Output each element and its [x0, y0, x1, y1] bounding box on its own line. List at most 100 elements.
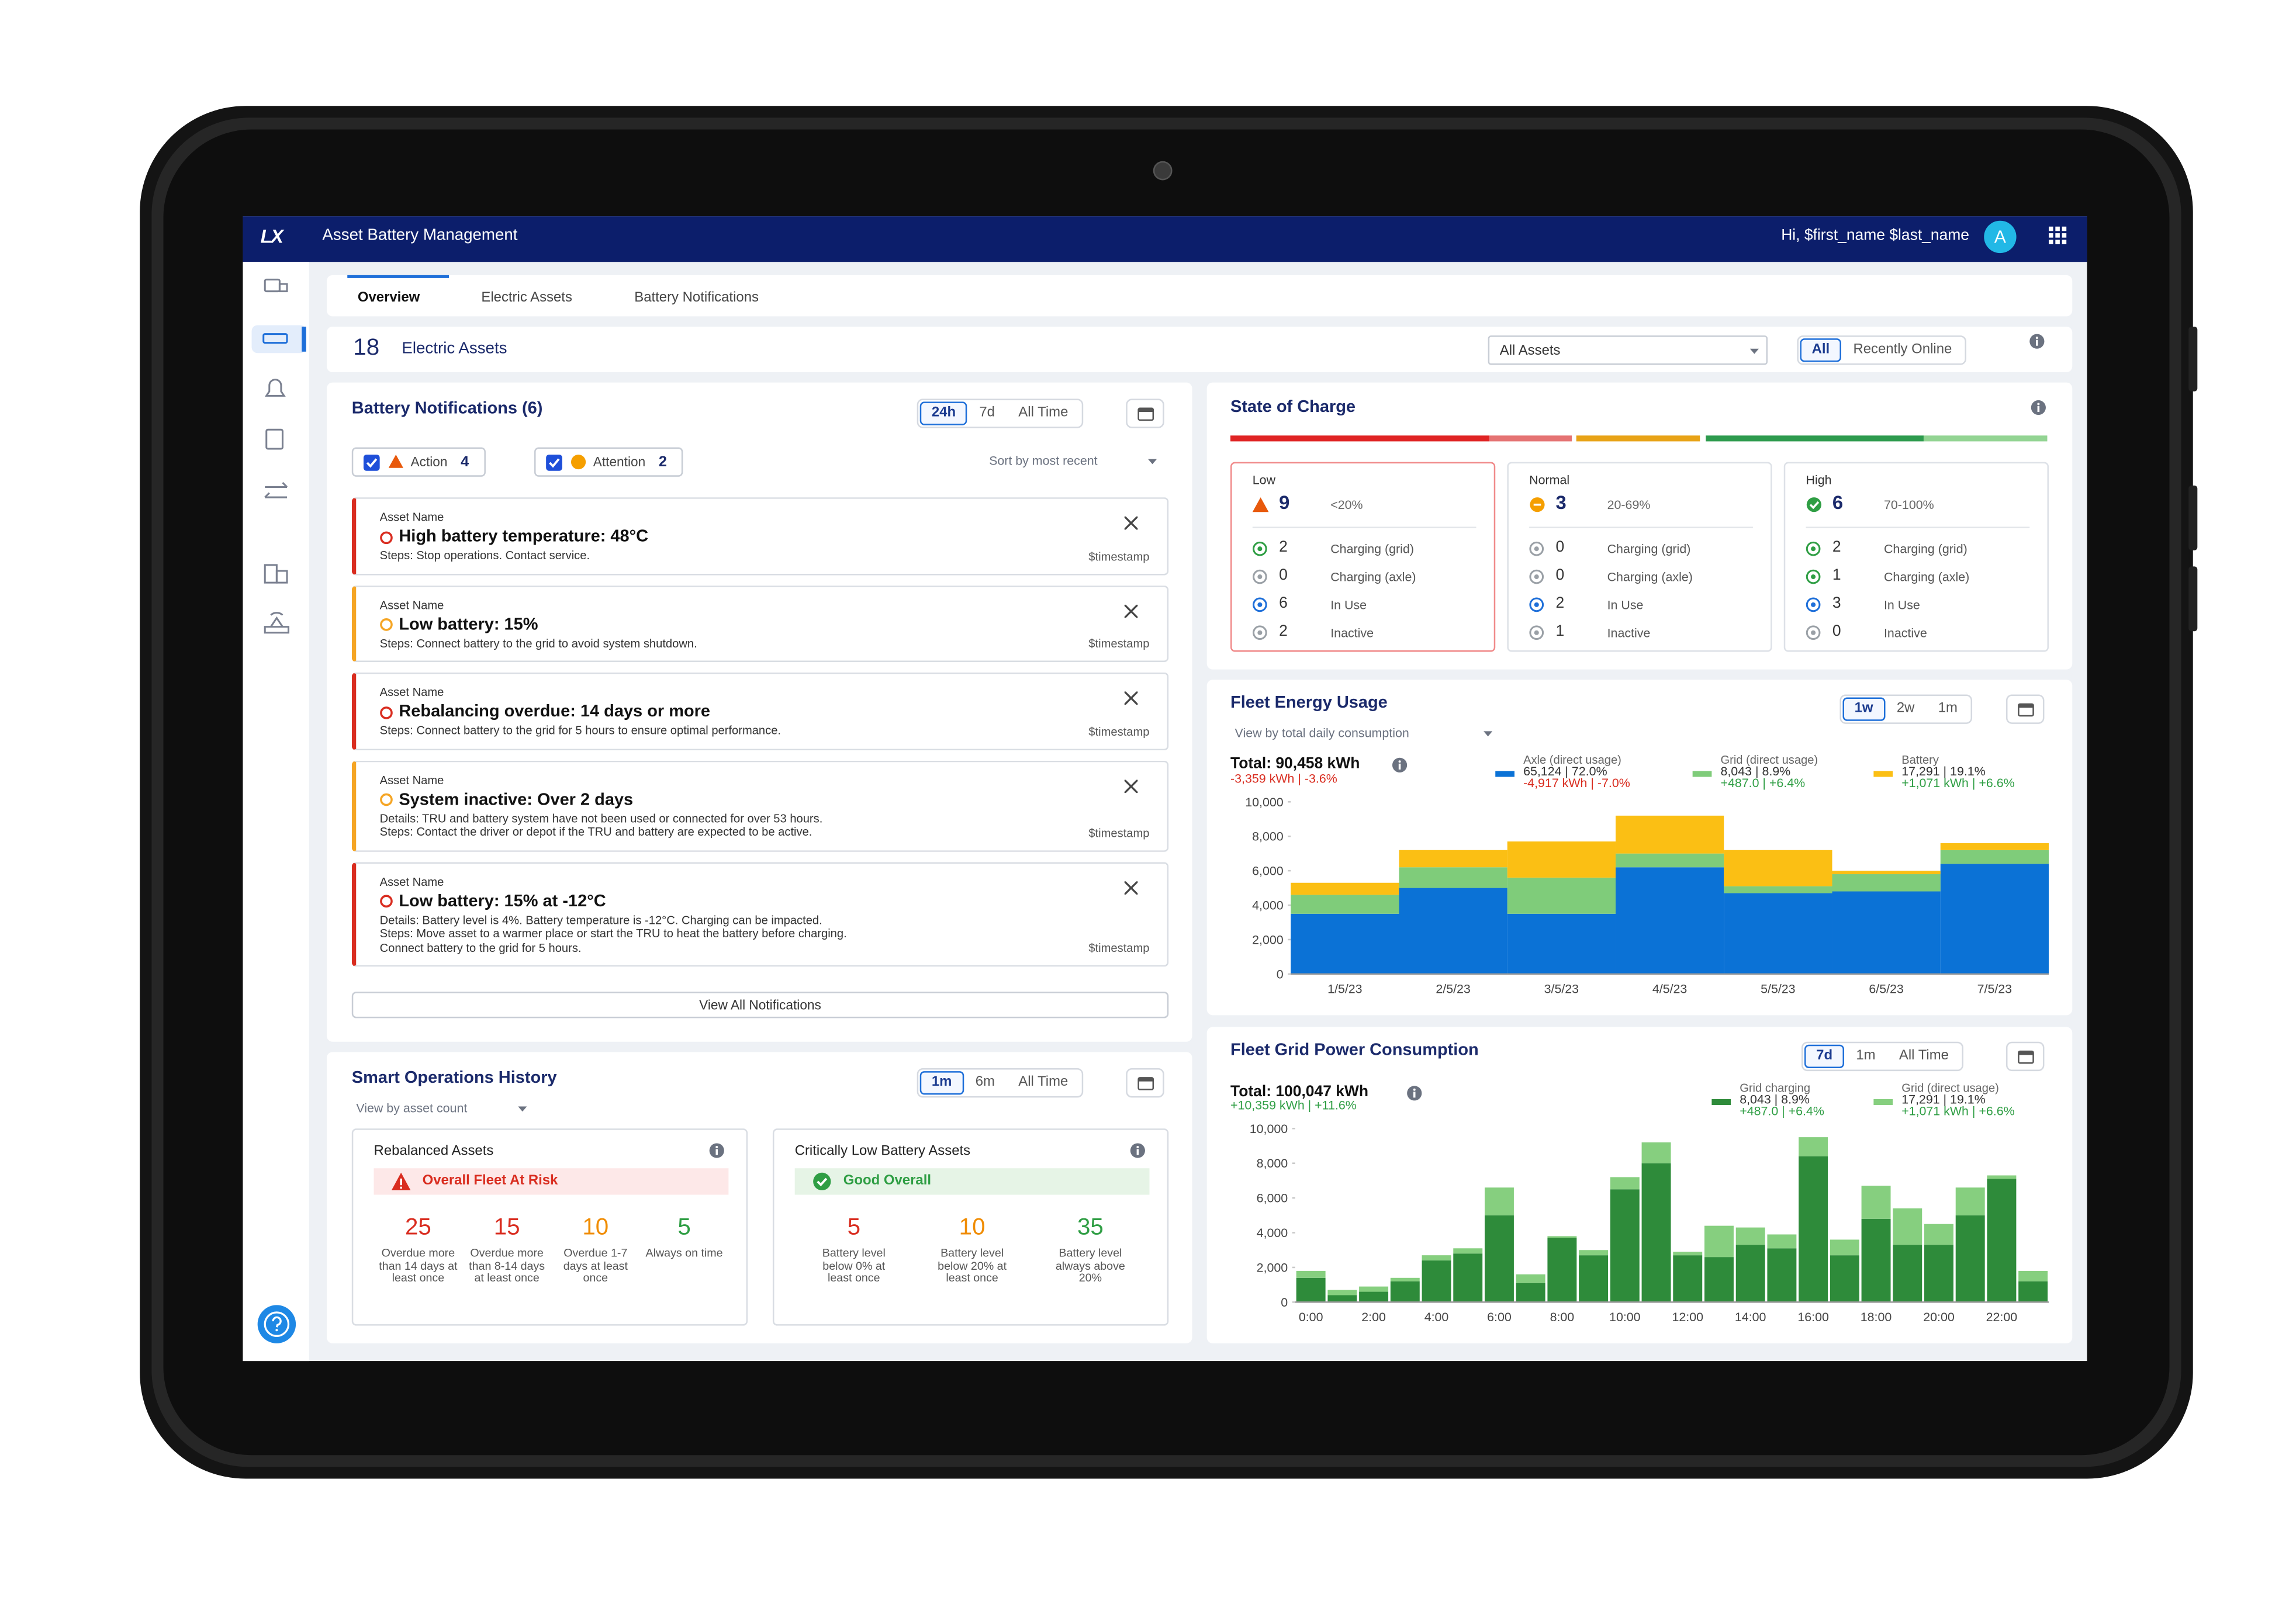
range-button[interactable]: 7d: [1804, 1044, 1845, 1069]
legend-change: +487.0 | +6.4%: [1740, 1104, 1824, 1118]
icon-part: [1811, 630, 1816, 635]
calendar-button[interactable]: [1126, 399, 1164, 428]
asset-dropdown[interactable]: All Assets: [1488, 335, 1768, 365]
view-dropdown[interactable]: View by asset count: [356, 1100, 468, 1116]
bar-segment: [1861, 1186, 1891, 1219]
bar-segment: [1704, 1225, 1734, 1257]
icon-part: [1489, 435, 1572, 442]
icon-part: [1257, 574, 1263, 580]
icon-part: [1413, 1092, 1416, 1098]
close-button[interactable]: [1124, 604, 1138, 618]
close-button[interactable]: [1124, 516, 1138, 530]
view-dropdown[interactable]: View by total daily consumption: [1235, 725, 1409, 740]
range-button[interactable]: All Time: [1899, 1047, 1949, 1064]
row-icon: [1529, 597, 1544, 612]
icon-part: [1806, 569, 1821, 584]
x-tick-label: 20:00: [1923, 1310, 1955, 1324]
icon-part: [1923, 435, 2048, 442]
range-button[interactable]: 1w: [1842, 697, 1885, 721]
icon-part: [1148, 459, 1157, 465]
range-button[interactable]: All Time: [1018, 1074, 1069, 1090]
range-button[interactable]: All Time: [1018, 404, 1069, 421]
bar-segment: [1830, 1255, 1859, 1302]
bar-segment: [1832, 871, 1941, 875]
range-button[interactable]: 6m: [975, 1074, 995, 1090]
tab[interactable]: Overview: [357, 290, 420, 306]
nav-icon: [264, 481, 288, 498]
range-button[interactable]: All: [1800, 338, 1842, 362]
range-button[interactable]: 24h: [919, 401, 968, 425]
y-tick-label: 0: [1277, 967, 1284, 981]
icon-part: [715, 1145, 718, 1149]
y-tick-label: 6,000: [1252, 864, 1284, 878]
group-icon: [1530, 497, 1545, 512]
range-button[interactable]: 2w: [1896, 700, 1915, 717]
notifications-panel: Battery Notifications (6) 24h 7d All Time Ac…: [326, 382, 1192, 1042]
y-tick-label: 4,000: [1252, 899, 1284, 913]
close-button[interactable]: [1124, 779, 1138, 792]
range-button[interactable]: 7d: [979, 404, 995, 421]
x-tick-label: 5/5/23: [1761, 982, 1795, 996]
view-all-button[interactable]: View All Notifications: [351, 992, 1169, 1019]
legend-change: +1,071 kWh | +6.6%: [1901, 776, 2014, 790]
row-icon: [1806, 569, 1821, 584]
state-of-charge-panel: State of Charge Low 9 <20% 2 Charging (grid) 0…: [1206, 382, 2073, 670]
row-count: 2: [1832, 538, 1841, 556]
calendar-button[interactable]: [1126, 1068, 1164, 1098]
avatar[interactable]: A: [1984, 220, 2017, 254]
row-icon: [1529, 569, 1544, 584]
calendar-button[interactable]: [2005, 1041, 2045, 1072]
row-label: Inactive: [1883, 625, 1927, 640]
dropdown-value: All Assets: [1499, 342, 1561, 359]
sort-dropdown[interactable]: Sort by most recent: [989, 453, 1098, 468]
range-button[interactable]: Recently Online: [1853, 341, 1952, 358]
nav-icon: [278, 283, 288, 293]
nav-icon: [264, 612, 290, 634]
range-button[interactable]: 1m: [1856, 1047, 1876, 1064]
range-button[interactable]: 1m: [919, 1071, 964, 1095]
close-button[interactable]: [1124, 880, 1138, 894]
bar-segment: [1291, 913, 1399, 974]
icon-part: [2062, 226, 2067, 231]
y-tick-label: 8,000: [1252, 830, 1284, 844]
notification-detail: Steps: Connect battery to the grid for 5…: [379, 723, 782, 737]
bar-segment: [1291, 895, 1399, 914]
icon-part: [1529, 541, 1544, 556]
notification-title-row: Low battery: 15%: [380, 613, 1150, 636]
row-count: 0: [1555, 566, 1565, 584]
y-tick-label: 10,000: [1250, 1122, 1288, 1136]
bar-segment: [1547, 1236, 1577, 1238]
help-icon: [264, 1311, 290, 1337]
bar-segment: [1735, 1227, 1765, 1245]
range-button[interactable]: 1m: [1938, 700, 1958, 717]
panel-title: Fleet Energy Usage: [1230, 694, 1388, 712]
tab[interactable]: Battery Notifications: [634, 290, 759, 306]
y-tick-label: 0: [1281, 1295, 1288, 1310]
bar-segment: [1832, 891, 1941, 974]
icon-part: [1124, 880, 1138, 894]
bar-segment: [1799, 1156, 1828, 1302]
bar-segment: [1610, 1177, 1640, 1190]
calendar-button[interactable]: [2005, 694, 2045, 724]
filter-chip[interactable]: Attention 2: [534, 447, 683, 477]
close-button[interactable]: [1124, 691, 1138, 705]
notification-list: Asset Name High battery temperature: 48°C…: [351, 497, 1169, 967]
notification-title: High battery temperature: 48°C: [399, 528, 649, 546]
bar-segment: [1484, 1187, 1514, 1215]
status-banner: Overall Fleet At Risk: [374, 1168, 729, 1195]
icon-part: [2018, 1051, 2034, 1055]
bar-segment: [1940, 843, 2049, 850]
tab[interactable]: Electric Assets: [481, 290, 572, 306]
group-count: 3: [1555, 491, 1567, 514]
legend-name: Grid charging: [1740, 1082, 1810, 1094]
legend-swatch: [1873, 1099, 1893, 1105]
ops-card: Critically Low Battery Assets Good Overal…: [772, 1128, 1169, 1326]
filter-icon: [570, 455, 586, 470]
total: Total: 100,047 kWh: [1230, 1083, 1369, 1101]
filter-chip[interactable]: Action 4: [351, 447, 485, 477]
charge-bar: [1230, 435, 2048, 442]
row-count: 3: [1832, 594, 1841, 612]
app-title: Asset Battery Management: [322, 226, 518, 244]
x-tick-label: 12:00: [1672, 1310, 1703, 1324]
icon-part: [380, 618, 393, 631]
